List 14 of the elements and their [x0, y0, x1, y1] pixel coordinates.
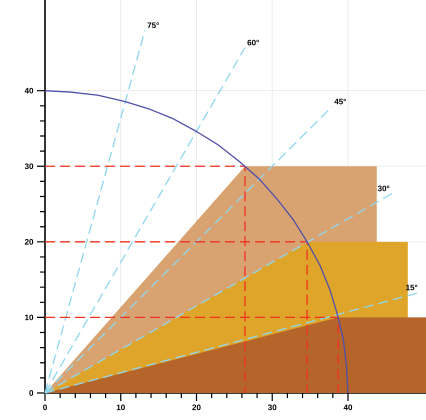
y-tick-label: 0 [29, 390, 34, 396]
series-label: 30° [378, 186, 390, 192]
x-tick-label: 20 [192, 404, 201, 410]
series-label: 45° [334, 98, 346, 104]
series-label: 75° [148, 22, 159, 28]
y-tick-label: 40 [24, 88, 34, 94]
series-label: 60° [247, 40, 259, 46]
x-tick-label: 30 [268, 404, 276, 410]
x-tick-label: 10 [116, 404, 125, 410]
x-tick-label: 40 [344, 404, 352, 410]
x-tick-label: 0 [43, 404, 47, 410]
y-tick-label: 30 [24, 163, 34, 170]
y-tick-label: 10 [25, 314, 34, 320]
y-tick-label: 20 [24, 239, 34, 245]
